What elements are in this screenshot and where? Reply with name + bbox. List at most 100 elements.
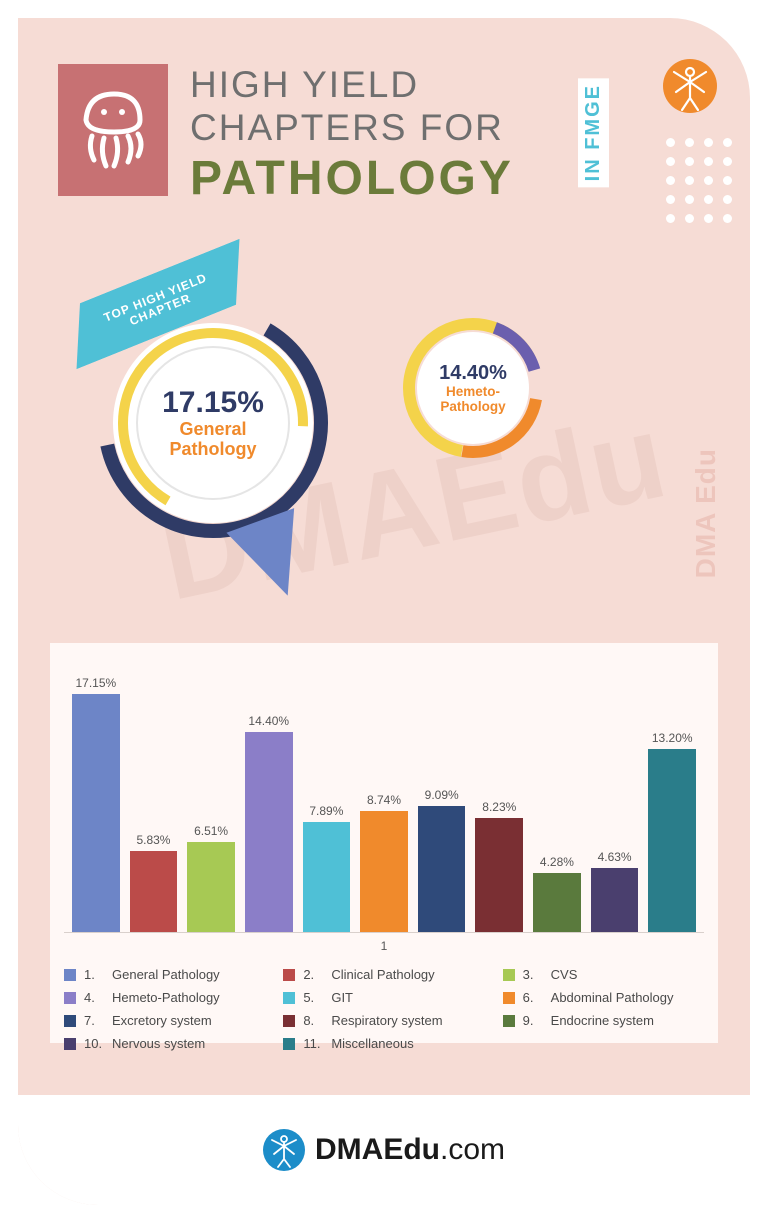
legend-label: Clinical Pathology	[331, 967, 434, 982]
jellyfish-icon	[74, 86, 152, 174]
legend-item: 3. CVS	[503, 967, 704, 982]
legend-label: Respiratory system	[331, 1013, 442, 1028]
watermark-side: DMA Edu	[690, 448, 722, 578]
header-title: HIGH YIELD CHAPTERS FOR PATHOLOGY	[190, 64, 514, 206]
legend-number: 1.	[84, 967, 104, 982]
title-line1: HIGH YIELD	[190, 64, 514, 107]
donut2-percent: 14.40%	[439, 362, 507, 385]
bar-value-label: 8.74%	[367, 793, 401, 807]
donut2-label: Hemeto-Pathology	[440, 385, 505, 415]
bar-value-label: 9.09%	[425, 788, 459, 802]
legend-label: CVS	[551, 967, 578, 982]
legend-number: 10.	[84, 1036, 104, 1051]
bar-value-label: 4.28%	[540, 855, 574, 869]
legend-swatch	[283, 1038, 295, 1050]
bar-rect	[245, 732, 293, 932]
legend-number: 5.	[303, 990, 323, 1005]
footer: DMAEdu.com	[18, 1095, 750, 1205]
legend-number: 8.	[303, 1013, 323, 1028]
bar: 13.20%	[648, 731, 696, 932]
bar-rect	[591, 868, 639, 932]
legend-number: 3.	[523, 967, 543, 982]
legend-swatch	[283, 992, 295, 1004]
bar-area: 17.15% 5.83% 6.51% 14.40% 7.89% 8.74% 9.09% 8.2…	[64, 663, 704, 933]
legend-item: 6. Abdominal Pathology	[503, 990, 704, 1005]
bar: 14.40%	[245, 714, 293, 932]
header: HIGH YIELD CHAPTERS FOR PATHOLOGY	[58, 64, 514, 206]
bar: 8.74%	[360, 793, 408, 932]
legend-item: 8. Respiratory system	[283, 1013, 484, 1028]
bar-rect	[418, 806, 466, 932]
header-icon-box	[58, 64, 168, 196]
footer-logo-icon	[263, 1129, 305, 1171]
legend-label: Miscellaneous	[331, 1036, 413, 1051]
bar: 6.51%	[187, 824, 235, 932]
legend-swatch	[503, 992, 515, 1004]
vitruvian-logo-icon	[662, 58, 718, 114]
bar-rect	[72, 694, 120, 932]
donut1-label: GeneralPathology	[169, 420, 256, 460]
legend-number: 7.	[84, 1013, 104, 1028]
legend-swatch	[283, 1015, 295, 1027]
legend-swatch	[64, 969, 76, 981]
legend-label: Endocrine system	[551, 1013, 654, 1028]
legend-item: 9. Endocrine system	[503, 1013, 704, 1028]
bar-value-label: 17.15%	[75, 676, 116, 690]
footer-brand: DMAEdu.com	[315, 1133, 505, 1167]
legend-swatch	[64, 992, 76, 1004]
legend-number: 11.	[303, 1036, 323, 1051]
bar-value-label: 7.89%	[309, 804, 343, 818]
bar: 9.09%	[418, 788, 466, 932]
legend-item: 1. General Pathology	[64, 967, 265, 982]
legend-label: GIT	[331, 990, 353, 1005]
legend-swatch	[64, 1038, 76, 1050]
bar-rect	[360, 811, 408, 932]
legend-swatch	[64, 1015, 76, 1027]
legend-number: 9.	[523, 1013, 543, 1028]
bar: 4.28%	[533, 855, 581, 932]
legend-label: Excretory system	[112, 1013, 212, 1028]
legend-swatch	[283, 969, 295, 981]
legend: 1. General Pathology 2. Clinical Pathology 3…	[64, 967, 704, 1051]
title-line2: CHAPTERS FOR	[190, 107, 514, 150]
dot-grid-decoration	[666, 138, 732, 233]
bar-rect	[187, 842, 235, 932]
legend-number: 4.	[84, 990, 104, 1005]
bar-value-label: 8.23%	[482, 800, 516, 814]
in-fmge-badge: IN FMGE	[578, 78, 609, 187]
legend-item: 10. Nervous system	[64, 1036, 265, 1051]
bar: 8.23%	[475, 800, 523, 932]
bar-rect	[303, 822, 351, 932]
legend-label: Hemeto-Pathology	[112, 990, 220, 1005]
legend-item: 5. GIT	[283, 990, 484, 1005]
bar: 4.63%	[591, 850, 639, 932]
bar-rect	[475, 818, 523, 932]
bar-rect	[648, 749, 696, 932]
legend-swatch	[503, 969, 515, 981]
donut1-percent: 17.15%	[162, 386, 264, 420]
legend-item: 7. Excretory system	[64, 1013, 265, 1028]
bar-rect	[533, 873, 581, 932]
bar: 17.15%	[72, 676, 120, 932]
legend-item: 2. Clinical Pathology	[283, 967, 484, 982]
bar-value-label: 5.83%	[136, 833, 170, 847]
legend-swatch	[503, 1015, 515, 1027]
bar: 7.89%	[303, 804, 351, 932]
infographic-card: HIGH YIELD CHAPTERS FOR PATHOLOGY IN FMG…	[18, 18, 750, 1205]
bar-rect	[130, 851, 178, 932]
legend-label: Nervous system	[112, 1036, 205, 1051]
bar: 5.83%	[130, 833, 178, 932]
bar-chart: 17.15%5.83%6.51%14.40%7.89%8.74%9.09%8.2…	[50, 643, 718, 1043]
bar-value-label: 13.20%	[652, 731, 693, 745]
legend-item: 4. Hemeto-Pathology	[64, 990, 265, 1005]
legend-label: Abdominal Pathology	[551, 990, 674, 1005]
donut-chart-second: 14.40% Hemeto-Pathology	[398, 313, 548, 463]
bar-value-label: 6.51%	[194, 824, 228, 838]
legend-label: General Pathology	[112, 967, 220, 982]
bar-value-label: 14.40%	[248, 714, 289, 728]
legend-item: 11. Miscellaneous	[283, 1036, 484, 1051]
legend-number: 6.	[523, 990, 543, 1005]
bar-value-label: 4.63%	[598, 850, 632, 864]
title-pathology: PATHOLOGY	[190, 151, 514, 206]
legend-number: 2.	[303, 967, 323, 982]
